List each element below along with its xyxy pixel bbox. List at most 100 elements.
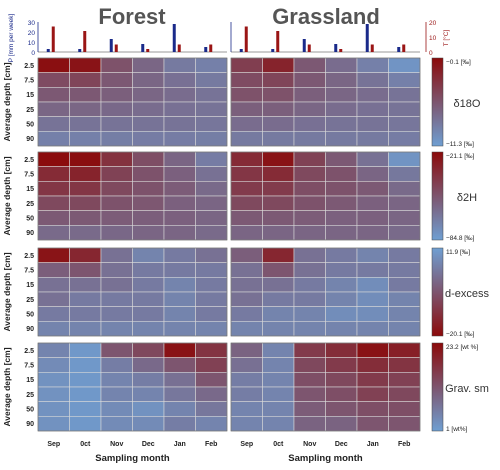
heatmap-cell xyxy=(388,166,421,182)
depth-tick-label: 7.5 xyxy=(24,363,34,370)
depth-tick-label: 15 xyxy=(26,186,34,193)
heatmap-cell xyxy=(325,57,358,73)
depth-tick-label: 90 xyxy=(26,230,34,237)
heatmap-cell xyxy=(100,306,133,322)
temp-bar xyxy=(402,44,406,52)
heatmap-cell xyxy=(195,131,228,147)
heatmap-cell xyxy=(356,277,389,293)
heatmap-cell xyxy=(69,291,102,307)
precip-bar xyxy=(172,24,176,52)
heatmap-cell xyxy=(132,401,165,417)
depth-tick-label: 7.5 xyxy=(24,268,34,275)
heatmap-cell xyxy=(388,181,421,197)
colorbar xyxy=(431,151,444,241)
heatmap-cell xyxy=(195,416,228,432)
heatmap-cell xyxy=(388,247,421,263)
heatmap-cell xyxy=(100,101,133,117)
heatmap-cell xyxy=(163,386,196,402)
heatmap-cell xyxy=(195,181,228,197)
heatmap-cell xyxy=(163,277,196,293)
panel-title-forest: Forest xyxy=(98,4,166,29)
heatmap-cell xyxy=(230,306,263,322)
depth-tick-label: 25 xyxy=(26,107,34,114)
heatmap-cell xyxy=(100,72,133,88)
heatmap-cell xyxy=(100,247,133,263)
heatmap-cell xyxy=(100,386,133,402)
month-tick-label: Jan xyxy=(367,441,379,448)
heatmap-cell xyxy=(388,401,421,417)
temp-tick-label: 10 xyxy=(429,35,437,42)
heatmap-cell xyxy=(388,342,421,358)
heatmap-cell xyxy=(69,57,102,73)
precip-tick-label: 10 xyxy=(28,40,36,47)
month-tick-label: Nov xyxy=(303,441,316,448)
heatmap-cell xyxy=(262,116,295,132)
heatmap-cell xyxy=(163,416,196,432)
y-axis-label: Average depth [cm] xyxy=(2,62,12,141)
heatmap-cell xyxy=(230,57,263,73)
heatmap-cell xyxy=(69,210,102,226)
heatmap-cell xyxy=(356,101,389,117)
heatmap-cell xyxy=(325,247,358,263)
heatmap-cell xyxy=(100,151,133,167)
depth-tick-label: 15 xyxy=(26,92,34,99)
heatmap-cell xyxy=(132,57,165,73)
heatmap-cell xyxy=(100,210,133,226)
precip-bar xyxy=(109,39,113,52)
heatmap-cell xyxy=(195,342,228,358)
depth-tick-label: 25 xyxy=(26,297,34,304)
heatmap-cell xyxy=(356,247,389,263)
heatmap-cell xyxy=(132,195,165,211)
heatmap-cell xyxy=(100,166,133,182)
heatmap-cell xyxy=(230,342,263,358)
heatmap-cell xyxy=(325,372,358,388)
heatmap-cell xyxy=(195,87,228,103)
colorbar-title: δ2H xyxy=(457,192,477,204)
heatmap-cell xyxy=(293,386,326,402)
heatmap-cell xyxy=(69,277,102,293)
heatmap-cell xyxy=(37,342,70,358)
heatmap-cell xyxy=(37,247,70,263)
heatmap-cell xyxy=(100,225,133,241)
heatmap-cell xyxy=(293,166,326,182)
heatmap-cell xyxy=(230,87,263,103)
colorbar-max-label: −21.1 [‰] xyxy=(446,153,475,160)
heatmap-cell xyxy=(325,72,358,88)
depth-tick-label: 90 xyxy=(26,326,34,333)
heatmap-cell xyxy=(325,131,358,147)
heatmap-cell xyxy=(262,247,295,263)
heatmap-cell xyxy=(195,306,228,322)
heatmap-cell xyxy=(325,306,358,322)
depth-tick-label: 50 xyxy=(26,407,34,414)
heatmap-cell xyxy=(132,262,165,278)
heatmap-frame xyxy=(37,342,228,432)
depth-tick-label: 2.5 xyxy=(24,157,34,164)
heatmap-cell xyxy=(163,372,196,388)
y-axis-label: Average depth [cm] xyxy=(2,252,12,331)
heatmap-cell xyxy=(37,225,70,241)
heatmap-cell xyxy=(163,72,196,88)
heatmap-cell xyxy=(163,166,196,182)
heatmap-cell xyxy=(230,321,263,337)
heatmap-cell xyxy=(356,416,389,432)
heatmap-cell xyxy=(388,57,421,73)
panel-title-grassland: Grassland xyxy=(272,4,380,29)
heatmap-cell xyxy=(132,181,165,197)
temp-bar xyxy=(339,49,343,52)
heatmap-frame xyxy=(37,57,228,147)
heatmap-cell xyxy=(356,291,389,307)
colorbar-title: Grav. sm xyxy=(445,383,489,395)
heatmap-cell xyxy=(293,306,326,322)
heatmap-cell xyxy=(388,195,421,211)
heatmap-cell xyxy=(163,210,196,226)
temp-bar xyxy=(146,49,150,52)
heatmap-cell xyxy=(69,116,102,132)
heatmap-frame xyxy=(230,151,421,241)
heatmap-cell xyxy=(100,116,133,132)
heatmap-cell xyxy=(293,151,326,167)
heatmap-cell xyxy=(293,372,326,388)
heatmap-cell xyxy=(195,277,228,293)
heatmap-cell xyxy=(69,262,102,278)
heatmap-cell xyxy=(356,195,389,211)
